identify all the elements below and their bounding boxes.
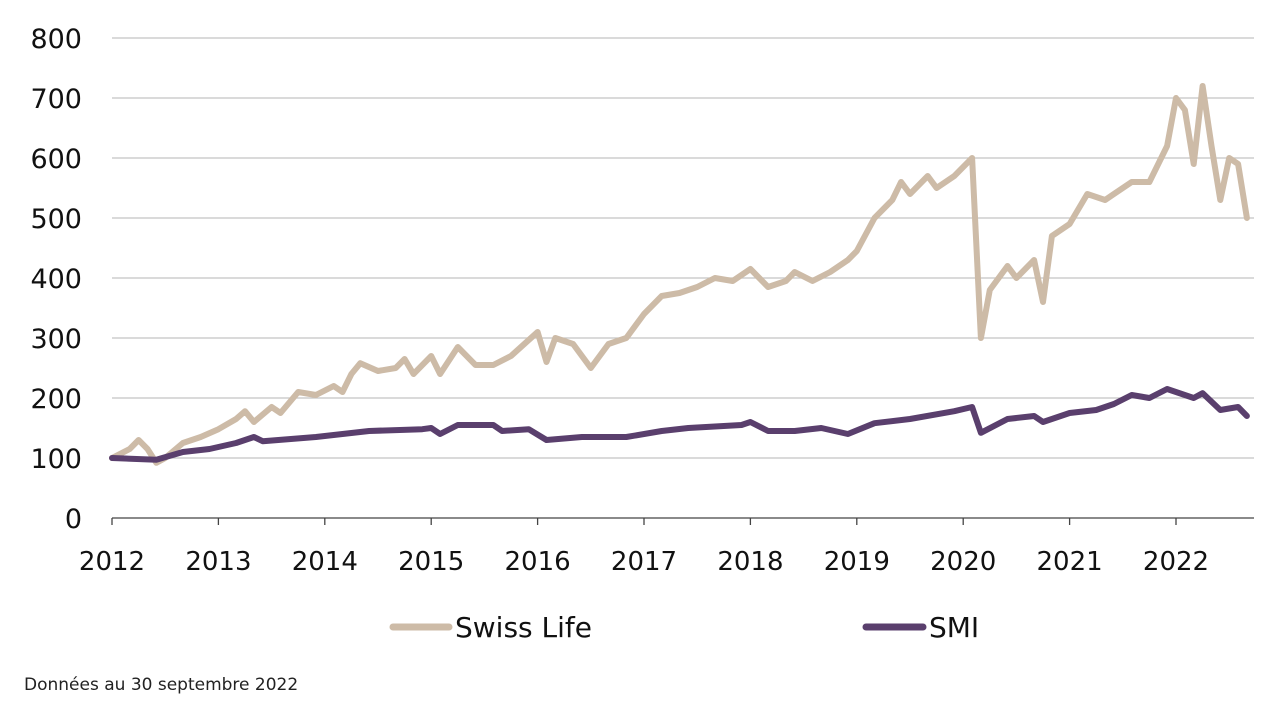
legend-label: Swiss Life <box>455 611 592 644</box>
y-tick-label: 0 <box>65 504 82 535</box>
x-tick-label: 2012 <box>79 547 145 577</box>
x-tick-label: 2021 <box>1037 547 1103 577</box>
series-line-smi <box>109 386 1250 463</box>
y-tick-label: 200 <box>30 384 82 415</box>
x-tick-label: 2018 <box>717 547 783 577</box>
x-tick-label: 2013 <box>185 547 251 577</box>
y-tick-label: 800 <box>30 24 82 55</box>
footnote: Données au 30 septembre 2022 <box>24 675 298 695</box>
legend-label: SMI <box>929 611 979 644</box>
y-tick-label: 700 <box>30 84 82 115</box>
x-tick-label: 2016 <box>505 547 571 577</box>
y-tick-label: 100 <box>30 444 82 475</box>
series-line-swiss-life <box>109 83 1250 466</box>
gridlines <box>112 37 1254 459</box>
y-axis-ticks: 0 100 200 300 400 500 600 700 800 <box>30 24 82 535</box>
y-tick-label: 600 <box>30 144 82 175</box>
x-tick-label: 2015 <box>398 547 464 577</box>
x-tick-label: 2017 <box>611 547 677 577</box>
x-tick-label: 2019 <box>824 547 890 577</box>
y-tick-label: 400 <box>30 264 82 295</box>
y-tick-label: 300 <box>30 324 82 355</box>
y-tick-label: 500 <box>30 204 82 235</box>
series-lines <box>109 83 1250 466</box>
x-tick-label: 2022 <box>1143 547 1209 577</box>
x-tick-label: 2020 <box>930 547 996 577</box>
legend: Swiss Life SMI <box>389 611 979 644</box>
x-tick-label: 2014 <box>292 547 358 577</box>
x-axis: 2012 2013 2014 2015 2016 2017 2018 2019 2020 2021… <box>79 517 1254 577</box>
